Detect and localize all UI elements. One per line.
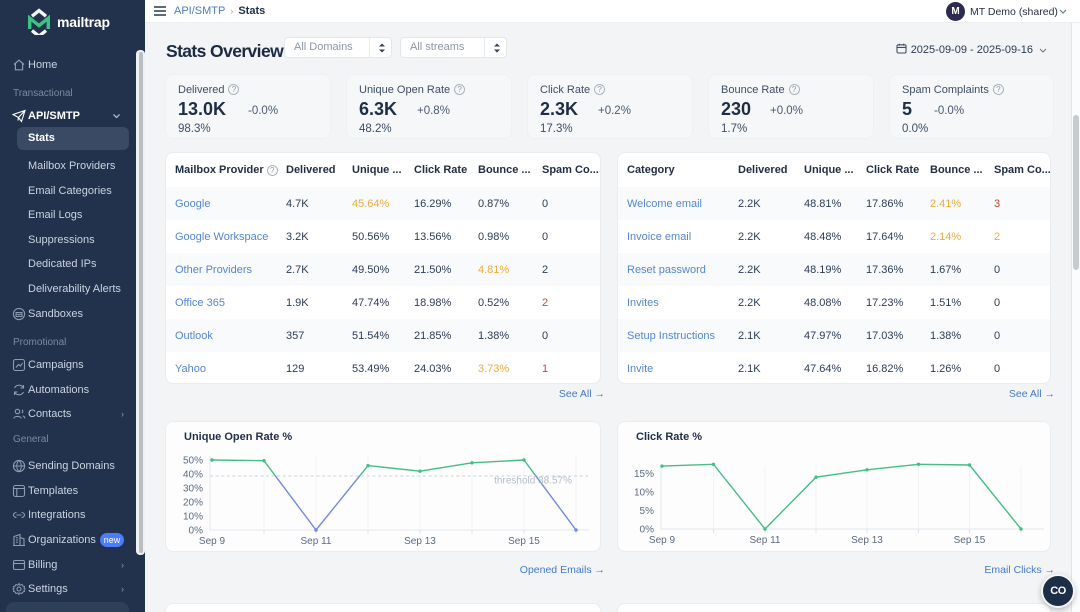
svg-text:10%: 10%: [183, 512, 203, 523]
svg-text:Sep 9: Sep 9: [199, 536, 226, 547]
svg-text:Sep 15: Sep 15: [508, 536, 540, 547]
svg-text:Sep 11: Sep 11: [750, 535, 781, 546]
svg-text:Sep 13: Sep 13: [404, 536, 436, 547]
svg-text:Sep 13: Sep 13: [851, 535, 883, 546]
svg-text:5%: 5%: [640, 506, 655, 517]
svg-text:Sep 9: Sep 9: [649, 535, 676, 546]
svg-text:threshold 38.57%: threshold 38.57%: [494, 476, 572, 487]
svg-text:0%: 0%: [189, 526, 204, 537]
svg-text:0%: 0%: [640, 525, 655, 536]
svg-text:Sep 11: Sep 11: [301, 536, 332, 547]
svg-text:10%: 10%: [634, 488, 654, 499]
svg-text:30%: 30%: [183, 484, 203, 495]
svg-text:20%: 20%: [183, 498, 203, 509]
svg-text:50%: 50%: [183, 456, 203, 467]
svg-text:15%: 15%: [634, 469, 654, 480]
svg-text:Sep 15: Sep 15: [954, 535, 986, 546]
svg-text:40%: 40%: [183, 470, 203, 481]
